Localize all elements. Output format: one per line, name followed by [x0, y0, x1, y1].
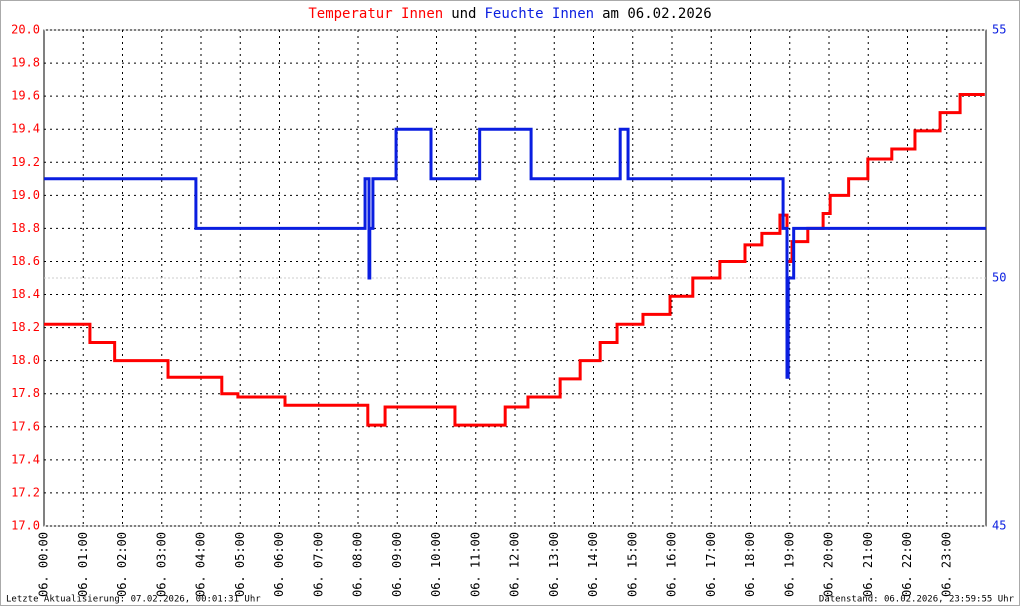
- x-tick-label: 06. 15:00: [625, 532, 639, 597]
- y-tick-label: 19.0: [11, 188, 40, 202]
- y-tick-label: 17.4: [11, 452, 40, 466]
- x-tick-label: 06. 13:00: [547, 532, 561, 597]
- y-tick-label: 18.4: [11, 287, 40, 301]
- y2-tick-label: 45: [992, 519, 1006, 533]
- y-tick-label: 17.2: [11, 485, 40, 499]
- x-tick-label: 06. 20:00: [822, 532, 836, 597]
- x-tick-label: 06. 02:00: [115, 532, 129, 597]
- y2-tick-label: 55: [992, 23, 1006, 37]
- y-tick-label: 17.0: [11, 519, 40, 533]
- x-tick-label: 06. 19:00: [782, 532, 796, 597]
- x-tick-label: 06. 14:00: [586, 532, 600, 597]
- x-tick-label: 06. 08:00: [351, 532, 365, 597]
- y-tick-label: 20.0: [11, 23, 40, 37]
- series-line: [44, 127, 986, 379]
- x-tick-label: 06. 21:00: [861, 532, 875, 597]
- x-tick-label: 06. 05:00: [233, 532, 247, 597]
- x-tick-label: 06. 18:00: [743, 532, 757, 597]
- y-tick-label: 18.0: [11, 353, 40, 367]
- chart-title: Temperatur Innen und Feuchte Innen am 06.02…: [308, 6, 711, 22]
- title-part: Temperatur Innen: [308, 6, 443, 22]
- x-tick-label: 06. 09:00: [390, 532, 404, 597]
- y-tick-label: 18.2: [11, 320, 40, 334]
- y-tick-label: 18.8: [11, 221, 40, 235]
- x-tick-label: 06. 12:00: [508, 532, 522, 597]
- title-part: Feuchte Innen: [485, 6, 595, 22]
- x-tick-label: 06. 04:00: [194, 532, 208, 597]
- x-tick-label: 06. 11:00: [468, 532, 482, 597]
- x-tick-label: 06. 23:00: [939, 532, 953, 597]
- title-part: am 06.02.2026: [602, 6, 712, 22]
- y-tick-label: 19.6: [11, 89, 40, 103]
- x-tick-label: 06. 07:00: [311, 532, 325, 597]
- x-tick-label: 06. 06:00: [272, 532, 286, 597]
- x-tick-label: 06. 00:00: [37, 532, 51, 597]
- x-tick-label: 06. 10:00: [429, 532, 443, 597]
- series-line: [44, 92, 985, 427]
- y-tick-label: 18.6: [11, 254, 40, 268]
- y-tick-label: 17.6: [11, 419, 40, 433]
- x-tick-label: 06. 01:00: [76, 532, 90, 597]
- y-tick-label: 19.2: [11, 155, 40, 169]
- y2-tick-label: 50: [992, 271, 1006, 285]
- x-tick-label: 06. 16:00: [665, 532, 679, 597]
- x-tick-label: 06. 03:00: [154, 532, 168, 597]
- y-tick-label: 19.8: [11, 56, 40, 70]
- footer-left: Letzte Aktualisierung: 07.02.2026, 00:01…: [6, 595, 261, 605]
- y-tick-label: 19.4: [11, 122, 40, 136]
- y-tick-label: 17.8: [11, 386, 40, 400]
- title-part: und: [451, 6, 476, 22]
- x-tick-label: 06. 22:00: [900, 532, 914, 597]
- footer-right: Datenstand: 06.02.2026, 23:59:55 Uhr: [819, 595, 1015, 605]
- x-tick-label: 06. 17:00: [704, 532, 718, 597]
